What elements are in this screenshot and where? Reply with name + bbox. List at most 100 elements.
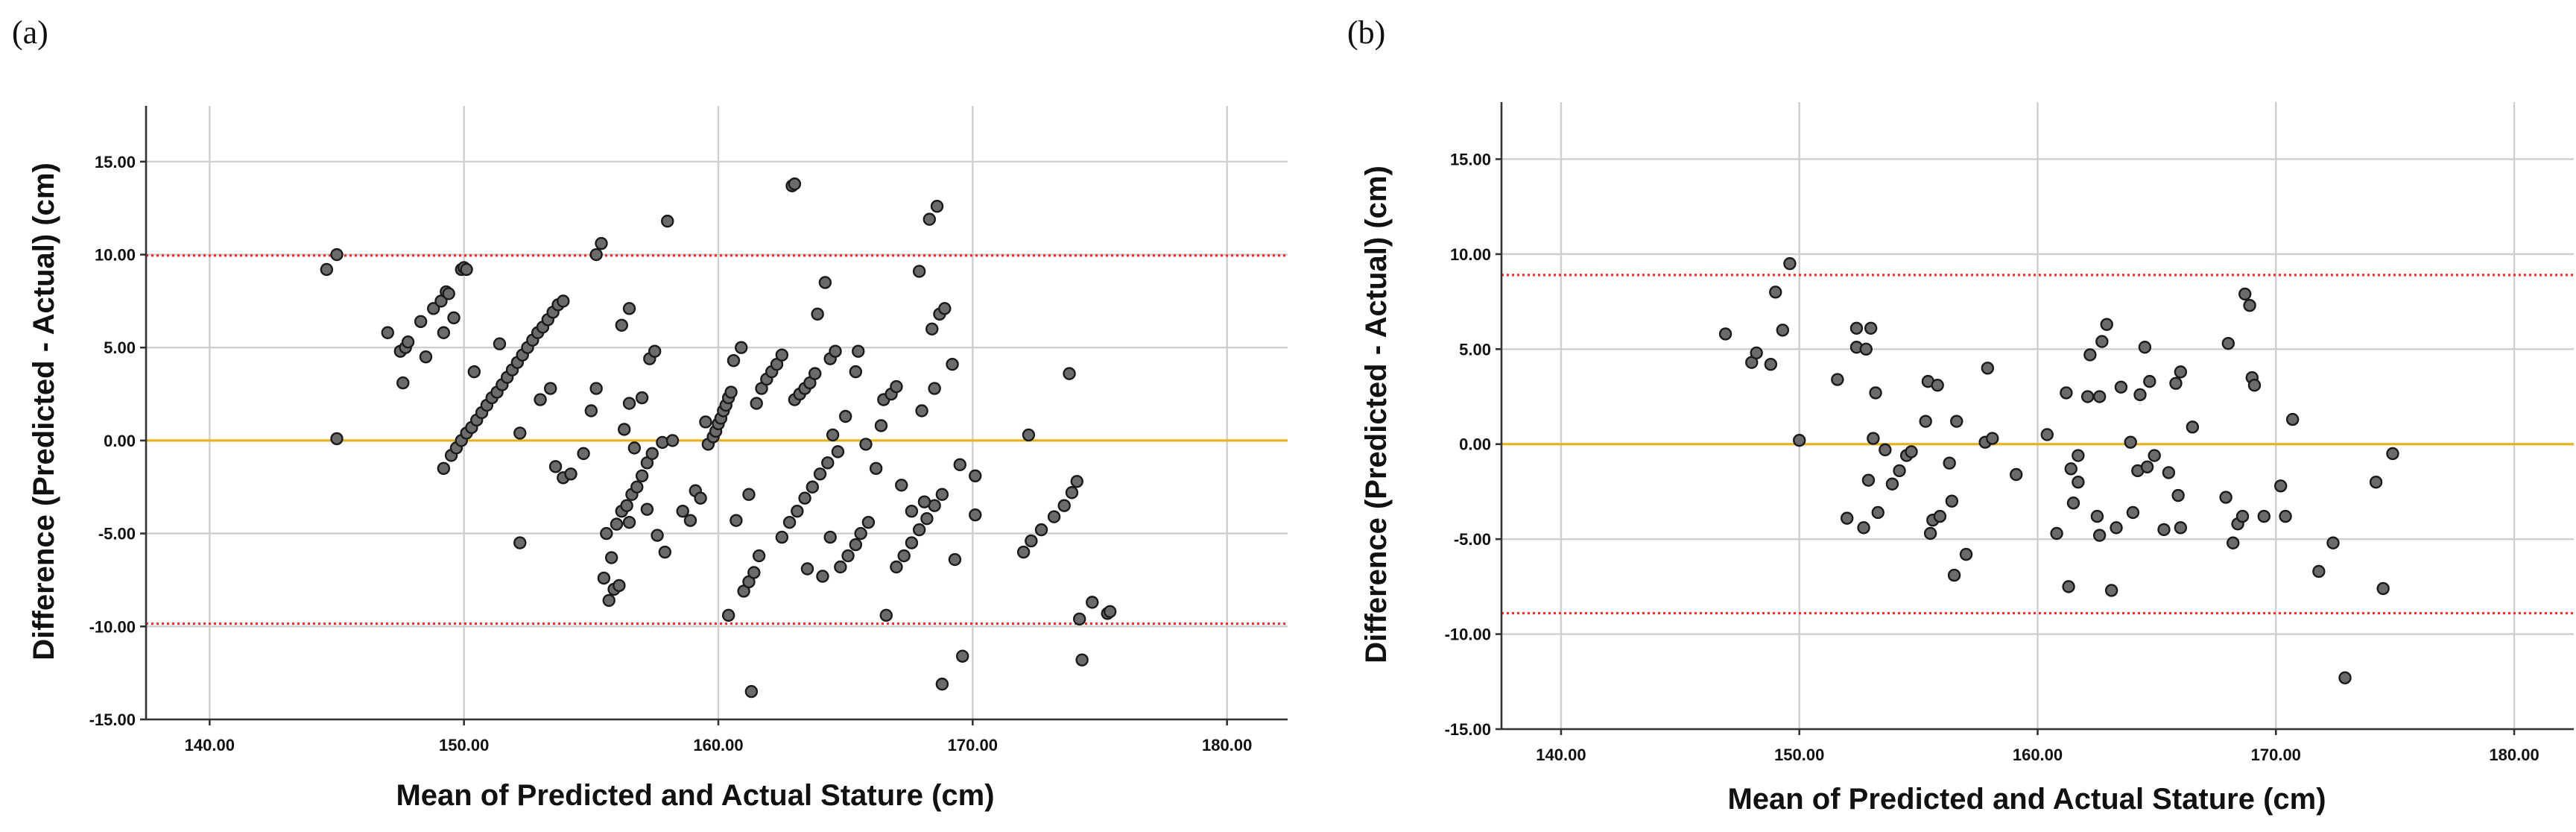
data-point-a-71	[645, 447, 659, 461]
data-point-a-120	[791, 504, 804, 518]
data-point-b-73	[2221, 336, 2235, 350]
data-point-b-16	[1867, 432, 1880, 445]
data-point-a-106	[747, 566, 761, 579]
data-point-a-119	[782, 515, 797, 529]
data-point-a-171	[948, 552, 962, 567]
data-point-b-48	[2083, 348, 2097, 362]
data-point-b-0	[1718, 327, 1732, 341]
data-point-b-43	[2064, 462, 2077, 476]
data-point-b-5	[1776, 324, 1790, 337]
chart-a: (a) 140.00 150.00 160.00 170.00 180.00 -15.00…	[12, 14, 1288, 812]
data-point-b-90	[2386, 447, 2399, 461]
data-point-a-164	[915, 404, 928, 417]
y-axis-label-a: Difference (Predicted - Actual) (cm)	[28, 163, 60, 661]
data-point-a-48	[544, 382, 557, 395]
data-point-a-107	[752, 549, 766, 563]
x-tick-label-b-4: 180.00	[2489, 746, 2539, 764]
data-point-b-67	[2169, 376, 2183, 390]
data-point-a-173	[946, 357, 959, 371]
data-point-a-19	[437, 461, 451, 476]
data-point-b-49	[2090, 509, 2104, 523]
axes-b	[1496, 102, 2574, 735]
data-point-a-176	[969, 508, 982, 522]
data-point-a-42	[557, 294, 570, 308]
data-point-a-12	[437, 326, 451, 339]
data-point-a-155	[897, 549, 911, 563]
data-point-a-172	[955, 649, 969, 663]
y-tick-label-a-2: -5.00	[98, 525, 136, 543]
data-point-b-84	[2285, 412, 2300, 426]
data-point-b-61	[2138, 341, 2152, 354]
data-point-a-53	[584, 404, 598, 417]
data-point-a-59	[602, 593, 615, 608]
data-points-b	[1718, 256, 2399, 684]
data-point-a-63	[613, 579, 626, 593]
data-point-a-8	[414, 315, 428, 328]
data-point-a-73	[622, 397, 636, 410]
grid-a	[146, 106, 1288, 721]
data-point-b-69	[2174, 365, 2188, 379]
data-point-a-158	[920, 511, 934, 526]
data-point-b-82	[2273, 479, 2288, 493]
data-point-a-123	[813, 467, 827, 481]
data-point-b-14	[1861, 473, 1876, 487]
data-point-b-57	[2124, 435, 2137, 449]
x-tick-label-b-2: 160.00	[2013, 746, 2063, 764]
y-tick-label-b-0: -15.00	[1445, 720, 1491, 739]
data-point-b-37	[1986, 432, 1999, 445]
data-point-a-143	[841, 549, 855, 563]
data-point-a-1	[330, 248, 344, 262]
data-point-a-183	[1047, 510, 1061, 523]
data-point-a-60	[604, 551, 618, 564]
data-point-a-3	[381, 326, 394, 339]
data-point-a-144	[849, 538, 863, 552]
data-point-b-66	[2162, 466, 2176, 479]
data-point-a-156	[905, 536, 919, 549]
data-point-a-83	[627, 441, 642, 455]
tick-labels-a: 140.00 150.00 160.00 170.00 180.00 -15.00 -10.…	[89, 153, 1253, 754]
data-point-a-14	[442, 287, 455, 300]
data-point-b-89	[2376, 582, 2390, 596]
data-point-b-68	[2171, 488, 2185, 502]
y-tick-label-a-6: 15.00	[95, 153, 136, 171]
data-point-b-36	[1981, 362, 1995, 375]
data-point-a-167	[925, 322, 939, 335]
data-point-a-189	[1075, 653, 1089, 666]
x-tick-label-a-4: 180.00	[1202, 736, 1252, 754]
data-point-b-24	[1919, 415, 1932, 428]
data-point-b-17	[1869, 386, 1882, 400]
data-point-a-0	[320, 262, 334, 277]
data-point-b-34	[1959, 547, 1973, 561]
data-point-b-54	[2104, 584, 2118, 597]
data-point-b-74	[2227, 536, 2240, 549]
data-point-a-182	[1034, 523, 1048, 537]
panel-label-b: (b)	[1347, 14, 1385, 51]
data-point-b-21	[1893, 464, 1906, 478]
data-point-a-90	[699, 415, 712, 429]
data-point-a-190	[1086, 596, 1099, 609]
data-point-a-110	[750, 397, 763, 410]
data-point-b-50	[2092, 529, 2107, 542]
data-point-a-52	[577, 447, 590, 461]
data-point-a-49	[548, 460, 563, 473]
data-point-a-162	[905, 504, 919, 518]
data-point-a-131	[808, 367, 822, 380]
data-point-a-125	[826, 428, 840, 442]
data-point-b-30	[1943, 456, 1956, 470]
y-tick-label-b-1: -10.00	[1445, 625, 1491, 644]
data-point-b-44	[2066, 497, 2080, 510]
chart-b: (b) 140.00 150.00 160.00 170.00 180.00 -15.00…	[1347, 14, 2574, 816]
data-point-b-8	[1831, 373, 1844, 386]
data-point-b-80	[2247, 379, 2262, 392]
panel-label-a: (a)	[12, 14, 48, 51]
data-point-a-136	[838, 409, 852, 423]
data-point-b-9	[1840, 511, 1854, 525]
data-point-a-79	[656, 435, 669, 450]
data-point-b-51	[2092, 390, 2107, 403]
data-point-a-148	[869, 461, 883, 476]
y-tick-label-a-4: 5.00	[104, 338, 136, 357]
data-point-a-175	[969, 469, 982, 482]
data-point-a-101	[735, 341, 748, 354]
data-point-b-53	[2100, 318, 2113, 331]
data-point-a-132	[811, 307, 824, 321]
